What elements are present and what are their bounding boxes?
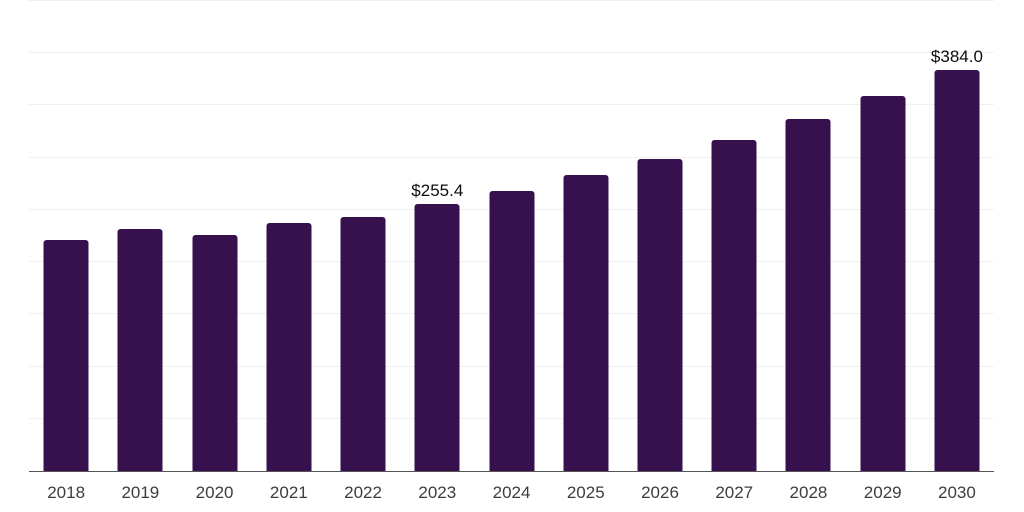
x-tick-2024: 2024 (492, 483, 531, 502)
bar-band-2025 (549, 1, 623, 471)
x-axis-line (29, 471, 994, 472)
x-tick-2019: 2019 (121, 483, 160, 502)
x-tick-2018: 2018 (47, 483, 86, 502)
data-label-2030: $384.0 (930, 46, 983, 66)
bar-band-2020 (177, 1, 251, 471)
bar-2023 (414, 204, 460, 471)
x-tick-2029: 2029 (863, 483, 902, 502)
x-axis: 2018 2019 2020 2021 2022 2023 2024 2025 2026 2027… (29, 483, 994, 503)
bar-band-2022 (326, 1, 400, 471)
x-tick-2027: 2027 (715, 483, 754, 502)
bar-2018 (43, 239, 89, 471)
bar-band-2029 (846, 1, 920, 471)
bar-2027 (711, 140, 757, 471)
bar-band-2024 (474, 1, 548, 471)
bars-container: $255.4 $384.0 (29, 1, 994, 471)
bar-band-2019 (103, 1, 177, 471)
gridline-350 (29, 104, 994, 106)
plot-area: $255.4 $384.0 (29, 0, 994, 472)
bar-band-2030: $384.0 (920, 1, 994, 471)
bar-band-2021 (252, 1, 326, 471)
x-tick-2021: 2021 (269, 483, 308, 502)
bar-2030 (934, 69, 980, 471)
data-label-2023: $255.4 (411, 181, 464, 201)
bar-2021 (266, 222, 312, 471)
bar-band-2028 (771, 1, 845, 471)
x-tick-2020: 2020 (195, 483, 234, 502)
bar-2025 (563, 175, 609, 471)
bar-2020 (192, 234, 238, 471)
bar-2029 (860, 96, 906, 471)
x-tick-2030: 2030 (938, 483, 976, 502)
bar-2019 (117, 229, 163, 471)
bar-2026 (637, 159, 683, 471)
gridline-450 (29, 0, 994, 1)
x-tick-2023: 2023 (418, 483, 457, 502)
bar-2022 (340, 216, 386, 471)
x-tick-2025: 2025 (566, 483, 605, 502)
x-tick-2026: 2026 (641, 483, 679, 502)
gridline-300 (29, 156, 994, 158)
x-tick-2022: 2022 (344, 483, 382, 502)
gridline-400 (29, 52, 994, 54)
x-tick-2028: 2028 (789, 483, 828, 502)
bar-band-2026 (623, 1, 697, 471)
bar-2024 (489, 190, 535, 471)
bar-band-2027 (697, 1, 771, 471)
bar-2028 (785, 118, 831, 471)
bar-band-2018 (29, 1, 103, 471)
bar-band-2023: $255.4 (400, 1, 474, 471)
